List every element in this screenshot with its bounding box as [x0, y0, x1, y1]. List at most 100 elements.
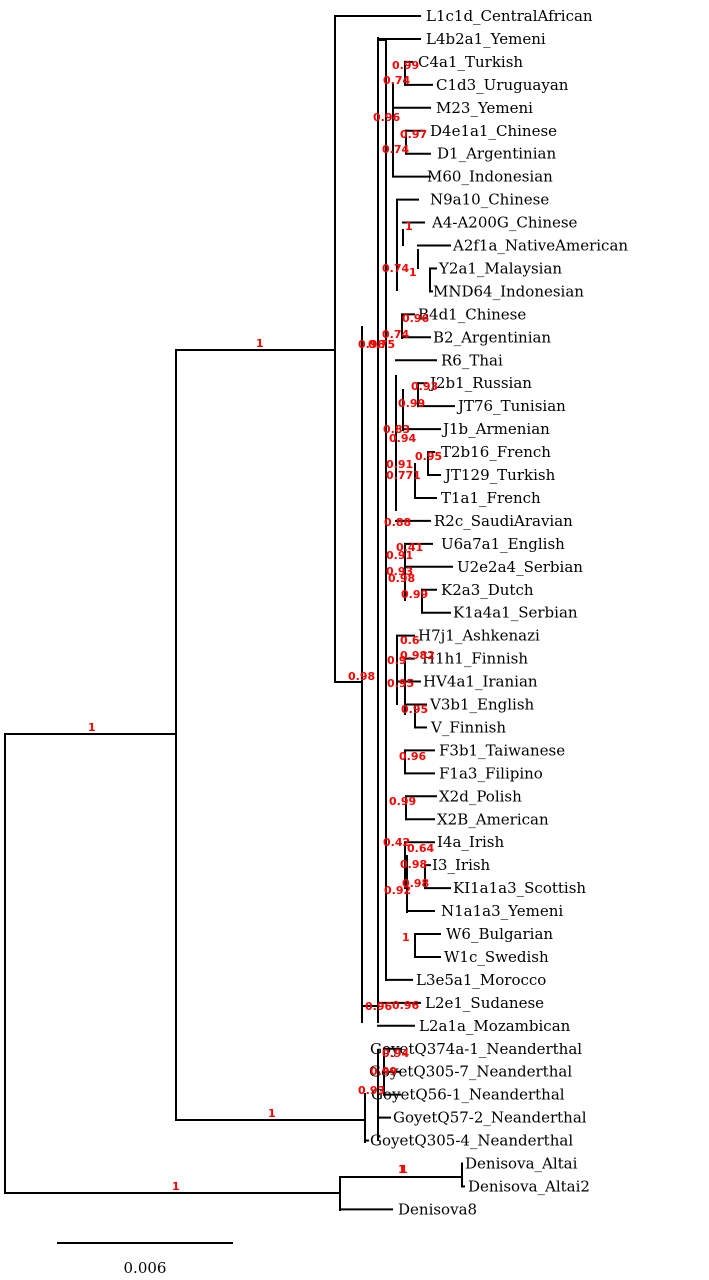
support-value: 1: [405, 220, 413, 233]
leaf-label: K1a4a1_Serbian: [453, 604, 578, 622]
support-value: 0.91: [386, 458, 413, 471]
leaf-label: X2d_Polish: [439, 787, 522, 805]
leaf-label: F1a3_Filipino: [439, 764, 543, 782]
support-value: 0.41: [396, 541, 423, 554]
leaf-label: I3_Irish: [432, 856, 491, 874]
tree-branches: [4, 15, 465, 1211]
support-value: 0.96: [365, 1000, 392, 1013]
support-value: 0.98: [358, 338, 385, 351]
leaf-label: C1d3_Uruguayan: [436, 76, 569, 94]
support-value: 1: [398, 1163, 406, 1176]
support-value: 0.96: [373, 111, 400, 124]
leaf-label: X2B_American: [437, 810, 549, 828]
leaf-label: N9a10_Chinese: [430, 191, 549, 209]
leaf-label: GoyetQ56-1_Neanderthal: [371, 1086, 565, 1104]
leaf-label: GoyetQ374a-1_Neanderthal: [370, 1040, 582, 1058]
scale-bar: 0.006: [57, 1242, 233, 1277]
support-value: 0.95: [387, 677, 414, 690]
leaf-label: J2b1_Russian: [428, 374, 532, 392]
support-value: 0.97: [400, 128, 427, 141]
support-value: 0.95: [401, 703, 428, 716]
support-value: 0.92: [384, 884, 411, 897]
leaf-label: H7j1_Ashkenazi: [418, 627, 540, 645]
leaf-label: L3e5a1_Morocco: [416, 971, 546, 989]
leaf-label: R2c_SaudiAravian: [434, 512, 573, 530]
support-value: 0.99: [392, 59, 419, 72]
support-value: 0.96: [399, 750, 426, 763]
support-value: 1: [256, 337, 264, 350]
leaf-label: N1a1a3_Yemeni: [441, 902, 563, 920]
leaf-label: JT76_Tunisian: [456, 397, 566, 415]
support-value: 0.98: [348, 670, 375, 683]
leaf-label: Denisova8: [398, 1200, 477, 1218]
support-value: 0.64: [407, 842, 434, 855]
leaf-label: V3b1_English: [429, 696, 535, 714]
support-value: 0.74: [382, 143, 409, 156]
support-value: 0.96: [392, 999, 419, 1012]
support-value: 1: [268, 1107, 276, 1120]
leaf-label: U6a7a1_English: [441, 535, 565, 553]
leaf-labels: L1c1d_CentralAfrican L4b2a1_Yemeni C4a1_Tu…: [369, 7, 628, 1218]
leaf-label: Denisova_Altai: [465, 1155, 578, 1173]
support-value: 0.74: [382, 262, 409, 275]
leaf-label: D1_Argentinian: [437, 145, 556, 163]
support-value: 0.83: [383, 423, 410, 436]
leaf-label: L1c1d_CentralAfrican: [426, 7, 593, 25]
leaf-label: KI1a1a3_Scottish: [453, 879, 586, 897]
support-value: 0.74: [383, 74, 410, 87]
support-value: 1: [402, 931, 410, 944]
leaf-label: L2e1_Sudanese: [425, 994, 544, 1012]
leaf-label: U2e2a4_Serbian: [457, 558, 583, 576]
support-value: 0.75: [368, 338, 395, 351]
support-value: 0.982: [400, 649, 435, 662]
support-value: 1: [409, 266, 417, 279]
support-value: 1: [400, 1163, 408, 1176]
leaf-label: B2_Argentinian: [433, 328, 551, 346]
leaf-label: T1a1_French: [441, 489, 541, 507]
leaf-label: A2f1a_NativeAmerican: [452, 237, 628, 255]
leaf-label: D4e1a1_Chinese: [430, 122, 557, 140]
scale-bar-label: 0.006: [124, 1259, 167, 1277]
support-value: 0.99: [401, 588, 428, 601]
leaf-label: MND64_Indonesian: [433, 282, 584, 300]
leaf-label: B4d1_Chinese: [418, 305, 526, 323]
support-value: 0.91: [386, 549, 413, 562]
leaf-label: HV4a1_Iranian: [423, 673, 538, 691]
support-value: 0.98: [388, 572, 415, 585]
support-value: 0.94: [389, 432, 416, 445]
leaf-label: T2b16_French: [441, 443, 551, 461]
leaf-label: H1h1_Finnish: [422, 650, 528, 668]
leaf-label: A4-A200G_Chinese: [431, 214, 578, 232]
leaf-label: GoyetQ57-2_Neanderthal: [393, 1109, 587, 1127]
support-value: 0.99: [398, 397, 425, 410]
support-value: 0.42: [383, 836, 410, 849]
leaf-label: F3b1_Taiwanese: [439, 741, 565, 759]
leaf-label: GoyetQ305-4_Neanderthal: [370, 1132, 573, 1150]
support-value: 0.99: [389, 795, 416, 808]
leaf-label: GoyetQ305-7_Neanderthal: [369, 1063, 572, 1081]
leaf-label: J1b_Armenian: [441, 420, 550, 438]
support-value: 0.99: [370, 1065, 397, 1078]
leaf-label: C4a1_Turkish: [418, 53, 523, 71]
support-value: 0.9: [387, 654, 407, 667]
support-value: 0.98: [402, 877, 429, 890]
leaf-label: Y2a1_Malaysian: [438, 259, 562, 277]
leaf-label: W6_Bulgarian: [446, 925, 553, 943]
support-value: 0.93: [386, 565, 413, 578]
leaf-label: W1c_Swedish: [444, 948, 549, 966]
leaf-label: R6_Thai: [441, 351, 503, 369]
support-value: 0.93: [411, 380, 438, 393]
support-value: 0.96: [402, 312, 429, 325]
leaf-label: L2a1a_Mozambican: [419, 1017, 571, 1035]
leaf-label: L4b2a1_Yemeni: [426, 30, 546, 48]
leaf-label: M23_Yemeni: [436, 99, 533, 117]
support-value: 0.93: [358, 1084, 385, 1097]
support-value: 0.94: [382, 1047, 409, 1060]
support-value: 1: [88, 721, 96, 734]
leaf-label: M60_Indonesian: [427, 168, 553, 186]
support-value: 0.95: [415, 450, 442, 463]
support-value: 0.98: [400, 858, 427, 871]
leaf-label: K2a3_Dutch: [441, 581, 534, 599]
support-value: 1: [172, 1180, 180, 1193]
